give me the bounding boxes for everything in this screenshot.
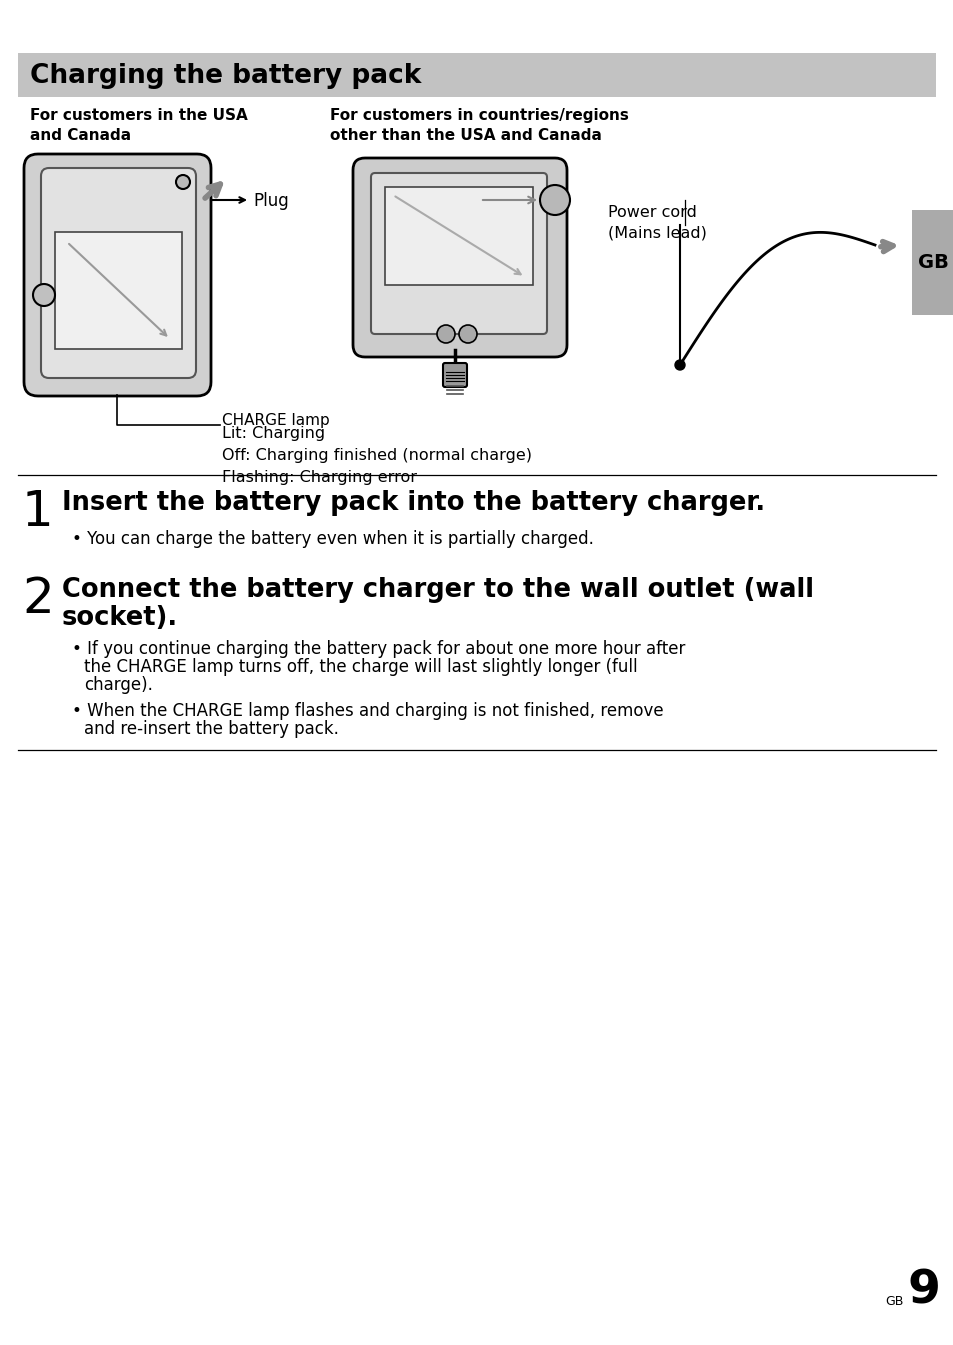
Text: 1: 1: [22, 488, 53, 537]
FancyBboxPatch shape: [353, 157, 566, 356]
Text: Power cord
(Mains lead): Power cord (Mains lead): [607, 204, 706, 241]
Circle shape: [539, 186, 569, 215]
Circle shape: [436, 325, 455, 343]
Bar: [911, 210, 953, 315]
Circle shape: [675, 360, 684, 370]
Text: Charging the battery pack: Charging the battery pack: [30, 63, 421, 89]
Text: • If you continue charging the battery pack for about one more hour after: • If you continue charging the battery p…: [71, 640, 684, 658]
Text: socket).: socket).: [62, 605, 178, 631]
FancyBboxPatch shape: [442, 363, 467, 387]
Circle shape: [33, 284, 55, 307]
Circle shape: [458, 325, 476, 343]
Text: 9: 9: [906, 1268, 939, 1313]
Text: Plug: Plug: [253, 192, 289, 210]
Text: CHARGE lamp: CHARGE lamp: [222, 413, 330, 429]
Text: the CHARGE lamp turns off, the charge will last slightly longer (full: the CHARGE lamp turns off, the charge wi…: [84, 658, 637, 677]
Text: charge).: charge).: [84, 677, 152, 694]
FancyBboxPatch shape: [371, 174, 546, 334]
Text: Lit: Charging: Lit: Charging: [222, 426, 325, 441]
Bar: [55, 231, 182, 348]
FancyBboxPatch shape: [24, 153, 211, 395]
FancyBboxPatch shape: [41, 168, 195, 378]
Text: Connect the battery charger to the wall outlet (wall: Connect the battery charger to the wall …: [62, 577, 813, 603]
Text: For customers in countries/regions
other than the USA and Canada: For customers in countries/regions other…: [330, 108, 628, 144]
Text: GB: GB: [917, 253, 947, 273]
Bar: [385, 187, 533, 285]
Circle shape: [175, 175, 190, 190]
Text: Flashing: Charging error: Flashing: Charging error: [222, 469, 416, 486]
Text: • You can charge the battery even when it is partially charged.: • You can charge the battery even when i…: [71, 530, 594, 547]
Text: Insert the battery pack into the battery charger.: Insert the battery pack into the battery…: [62, 490, 764, 516]
Text: GB: GB: [884, 1295, 903, 1307]
Bar: [18, 52, 935, 97]
Text: • When the CHARGE lamp flashes and charging is not finished, remove: • When the CHARGE lamp flashes and charg…: [71, 702, 663, 720]
Text: Off: Charging finished (normal charge): Off: Charging finished (normal charge): [222, 448, 532, 463]
Text: 2: 2: [22, 576, 53, 623]
Text: and re-insert the battery pack.: and re-insert the battery pack.: [84, 720, 338, 738]
Text: For customers in the USA
and Canada: For customers in the USA and Canada: [30, 108, 248, 144]
